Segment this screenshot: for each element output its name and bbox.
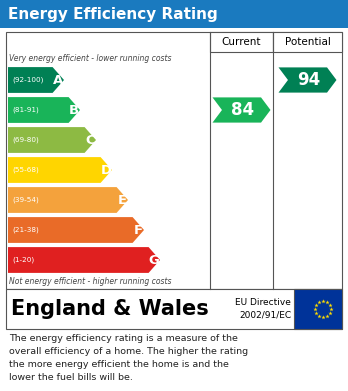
- Text: England & Wales: England & Wales: [11, 299, 209, 319]
- Polygon shape: [213, 97, 270, 123]
- Text: E: E: [118, 194, 127, 206]
- Polygon shape: [8, 247, 160, 273]
- Text: 94: 94: [297, 71, 320, 89]
- Bar: [273, 32, 342, 52]
- Text: (69-80): (69-80): [12, 137, 39, 143]
- Text: Not energy efficient - higher running costs: Not energy efficient - higher running co…: [9, 278, 172, 287]
- Text: A: A: [53, 74, 63, 86]
- Polygon shape: [8, 97, 80, 123]
- Polygon shape: [8, 187, 128, 213]
- Text: B: B: [69, 104, 79, 117]
- Text: C: C: [86, 133, 95, 147]
- Polygon shape: [8, 67, 64, 93]
- Text: (1-20): (1-20): [12, 257, 34, 263]
- Text: D: D: [101, 163, 112, 176]
- Text: (21-38): (21-38): [12, 227, 39, 233]
- Bar: [6, 32, 342, 289]
- Bar: [210, 32, 273, 52]
- Text: The energy efficiency rating is a measure of the
overall efficiency of a home. T: The energy efficiency rating is a measur…: [9, 334, 248, 382]
- Text: Potential: Potential: [285, 37, 331, 47]
- Text: (39-54): (39-54): [12, 197, 39, 203]
- Text: Energy Efficiency Rating: Energy Efficiency Rating: [8, 7, 218, 22]
- Bar: [0, 0, 348, 28]
- Polygon shape: [8, 157, 112, 183]
- Text: EU Directive
2002/91/EC: EU Directive 2002/91/EC: [235, 298, 291, 320]
- Text: 84: 84: [231, 101, 254, 119]
- Text: (55-68): (55-68): [12, 167, 39, 173]
- Text: Current: Current: [222, 37, 261, 47]
- Text: (81-91): (81-91): [12, 107, 39, 113]
- Bar: [6, 289, 342, 329]
- Text: F: F: [134, 224, 143, 237]
- Text: Very energy efficient - lower running costs: Very energy efficient - lower running co…: [9, 54, 172, 63]
- Bar: [294, 289, 342, 329]
- Polygon shape: [278, 67, 337, 93]
- Polygon shape: [8, 127, 96, 153]
- Text: (92-100): (92-100): [12, 77, 44, 83]
- Polygon shape: [8, 217, 144, 243]
- Text: G: G: [149, 253, 160, 267]
